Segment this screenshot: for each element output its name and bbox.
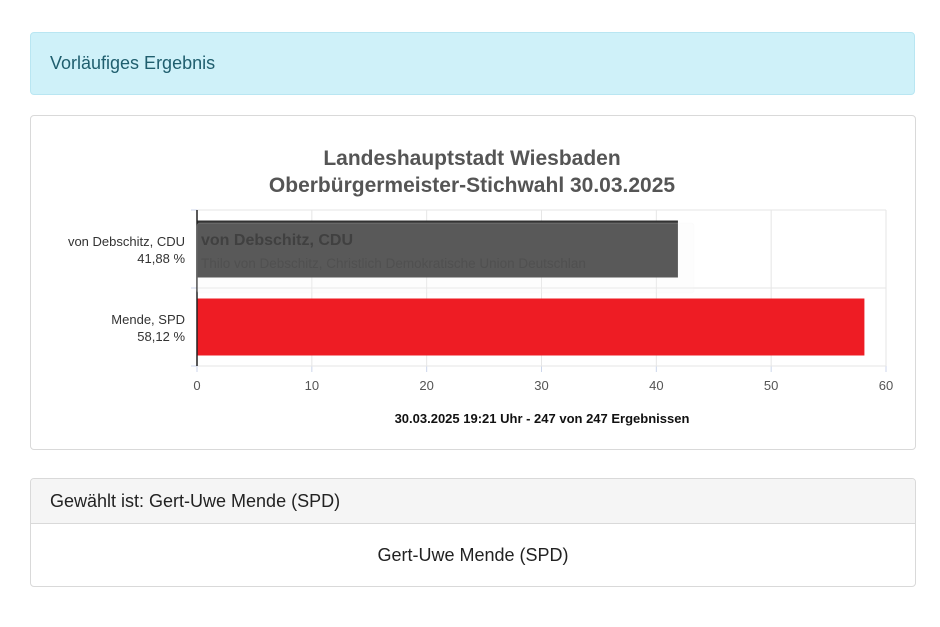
tooltip-title: von Debschitz, CDU xyxy=(201,232,353,249)
result-heading: Gewählt ist: Gert-Uwe Mende (SPD) xyxy=(31,479,915,524)
chart-labels: 0 10 20 30 40 50 60 von Debschitz, CDU 41,88 % Me… xyxy=(68,234,893,393)
tooltip-background xyxy=(196,222,695,294)
chart-footer: 30.03.2025 19:21 Uhr - 247 von 247 Ergeb… xyxy=(395,411,690,426)
chart-tooltip: von Debschitz, CDU Thilo von Debschitz, … xyxy=(196,222,695,294)
category-label: Mende, SPD xyxy=(111,312,185,327)
bar-cdu xyxy=(197,220,678,278)
x-tick-label: 30 xyxy=(534,378,548,393)
x-tick-label: 40 xyxy=(649,378,663,393)
chart-title-line-2: Oberbürgermeister-Stichwahl 30.03.2025 xyxy=(269,174,675,197)
result-panel: Gewählt ist: Gert-Uwe Mende (SPD) Gert-U… xyxy=(30,478,916,587)
x-tick-label: 20 xyxy=(419,378,433,393)
preliminary-result-alert: Vorläufiges Ergebnis xyxy=(30,32,915,95)
bar-spd xyxy=(197,298,865,356)
x-tick-label: 60 xyxy=(879,378,893,393)
winner-name: Gert-Uwe Mende (SPD) xyxy=(377,544,569,565)
x-tick-label: 0 xyxy=(193,378,200,393)
chart-title-line-1: Landeshauptstadt Wiesbaden xyxy=(323,147,620,170)
category-percent: 58,12 % xyxy=(137,329,185,344)
chart-bars xyxy=(196,210,865,366)
category-percent: 41,88 % xyxy=(137,251,185,266)
tooltip-text: Thilo von Debschitz, Christlich Demokrat… xyxy=(201,256,586,271)
category-label: von Debschitz, CDU xyxy=(68,234,185,249)
chart-panel: Landeshauptstadt Wiesbaden Oberbürgermei… xyxy=(30,115,916,450)
x-tick-label: 10 xyxy=(305,378,319,393)
x-tick-label: 50 xyxy=(764,378,778,393)
election-bar-chart: Landeshauptstadt Wiesbaden Oberbürgermei… xyxy=(68,147,893,426)
alert-text: Vorläufiges Ergebnis xyxy=(50,53,216,73)
